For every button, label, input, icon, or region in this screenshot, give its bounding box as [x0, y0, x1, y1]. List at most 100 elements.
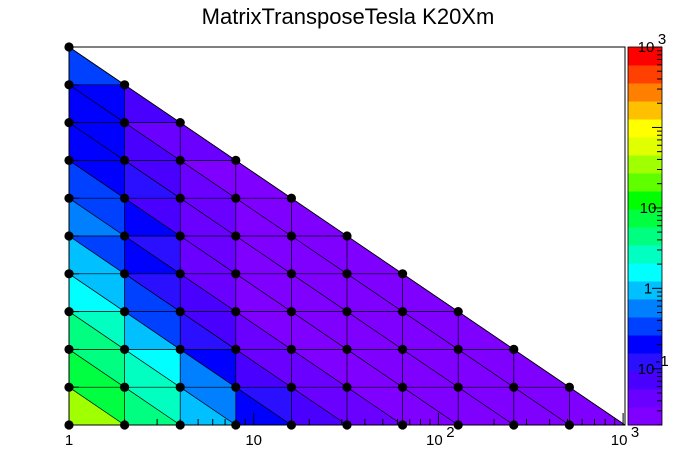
mesh-line [68, 160, 125, 199]
colorbar-segment [628, 317, 662, 336]
data-point [120, 231, 130, 241]
mesh-line [124, 235, 181, 275]
colorbar-segment [628, 191, 662, 210]
colorbar-segment [628, 173, 662, 192]
data-point [175, 382, 185, 392]
data-point [175, 344, 185, 354]
data-point [175, 155, 185, 165]
data-point [342, 307, 352, 317]
colorbar-tick-label-exponent: -1 [655, 353, 668, 370]
data-point [286, 307, 296, 317]
mesh-line [458, 386, 514, 426]
data-point [342, 382, 352, 392]
colorbar-segment [628, 281, 662, 300]
data-point [509, 344, 519, 354]
mesh-line [235, 273, 292, 312]
colorbar-segment [628, 101, 662, 120]
colorbar-frame [627, 46, 663, 426]
mesh-line [124, 122, 181, 161]
mesh-line [291, 386, 348, 426]
colorbar-tick-label-exponent: 3 [658, 31, 666, 48]
mesh-line [402, 311, 459, 350]
mesh-line [291, 311, 348, 350]
colorbar-segment [628, 407, 662, 426]
data-point [286, 231, 296, 241]
mesh-line [291, 349, 348, 388]
data-point [120, 269, 130, 279]
colorbar-segment [628, 245, 662, 264]
mesh-line [68, 311, 125, 350]
mesh-line [68, 122, 125, 161]
colorbar-segment [628, 209, 662, 228]
colorbar-tick-label: 10 [638, 361, 655, 378]
mesh-line [68, 273, 125, 312]
data-point [231, 382, 241, 392]
mesh-line [68, 197, 125, 237]
x-tick-label: 10 [245, 432, 262, 449]
chart-title: MatrixTransposeTesla K20Xm [201, 4, 495, 29]
data-point [453, 344, 463, 354]
mesh-line [180, 160, 236, 199]
mesh-line [68, 235, 125, 275]
mesh-line [346, 349, 403, 388]
mesh-line [124, 197, 181, 237]
data-point [398, 269, 408, 279]
mesh-line [124, 349, 181, 388]
mesh-line [68, 84, 125, 123]
data-point [120, 193, 130, 203]
colorbar-tick-label: 10 [638, 39, 655, 56]
colorbar-segment [628, 263, 662, 282]
data-point [231, 269, 241, 279]
mesh-line [291, 235, 348, 275]
colorbar-segment [628, 65, 662, 84]
colorbar-segment [628, 353, 662, 372]
data-point [398, 344, 408, 354]
x-tick-label-exponent: 2 [446, 424, 454, 441]
data-point [286, 269, 296, 279]
data-point [175, 269, 185, 279]
data-point [398, 382, 408, 392]
colorbar-segment [628, 47, 662, 66]
data-point [453, 382, 463, 392]
mesh-line [235, 197, 292, 237]
mesh-line [235, 235, 292, 275]
data-point [231, 193, 241, 203]
mesh-line [346, 311, 403, 350]
data-point [342, 269, 352, 279]
data-point [120, 155, 130, 165]
mesh-line [235, 311, 292, 350]
colorbar-segment [628, 299, 662, 318]
data-point [120, 80, 130, 90]
data-point [120, 307, 130, 317]
data-point [120, 118, 130, 128]
data-point [453, 307, 463, 317]
x-tick-label: 1 [65, 432, 73, 449]
x-tick-label: 10 [611, 432, 628, 449]
colorbar-segment [628, 371, 662, 390]
data-point [231, 231, 241, 241]
colorbar-segment [628, 137, 662, 156]
data-point [120, 382, 130, 392]
mesh-line [124, 311, 181, 350]
colorbar-segment [628, 155, 662, 174]
mesh-line [180, 197, 236, 237]
mesh-line [458, 349, 514, 388]
mesh-line [235, 349, 292, 388]
colorbar-segment [628, 83, 662, 102]
mesh-line [180, 349, 236, 388]
mesh-line [180, 273, 236, 312]
data-point [231, 344, 241, 354]
data-point [120, 344, 130, 354]
data-point [231, 155, 241, 165]
mesh-line [124, 273, 181, 312]
mesh-line [402, 349, 459, 388]
colorbar-segment [628, 227, 662, 246]
x-tick-label: 10 [426, 432, 443, 449]
data-point [398, 307, 408, 317]
mesh-line [124, 160, 181, 199]
data-point [286, 344, 296, 354]
data-point [231, 307, 241, 317]
mesh-line [235, 386, 292, 426]
mesh-line [180, 235, 236, 275]
